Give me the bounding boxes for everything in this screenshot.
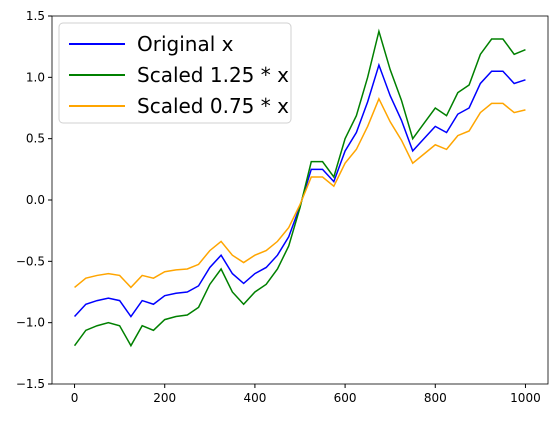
y-tick-label: 0.5	[26, 132, 45, 146]
legend-label: Original x	[137, 32, 234, 56]
y-tick-label: −1.0	[16, 316, 45, 330]
x-tick-label: 600	[334, 391, 357, 405]
legend-label: Scaled 1.25 * x	[137, 63, 289, 87]
y-tick-label: 1.0	[26, 70, 45, 84]
x-tick-label: 0	[71, 391, 79, 405]
y-tick-label: −1.5	[16, 377, 45, 391]
series-line	[73, 28, 526, 348]
x-tick-label: 1000	[510, 391, 541, 405]
x-tick-label: 200	[153, 391, 176, 405]
legend-label: Scaled 0.75 * x	[137, 94, 289, 118]
y-tick-label: −0.5	[16, 254, 45, 268]
y-tick-label: 1.5	[26, 9, 45, 23]
series-line	[74, 96, 526, 289]
legend-box	[58, 22, 292, 124]
x-tick-label: 400	[243, 391, 266, 405]
y-tick-label: 0.0	[26, 193, 45, 207]
plot-frame	[51, 15, 549, 385]
x-tick-label: 800	[424, 391, 447, 405]
